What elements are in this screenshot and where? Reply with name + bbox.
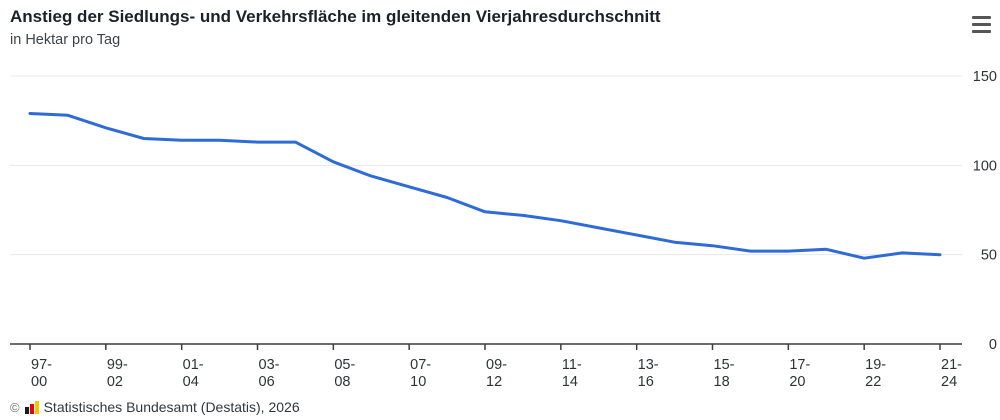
x-tick-label: 24 [941,374,957,390]
x-tick-label: 15- [714,357,735,373]
x-tick-label: 19- [865,357,886,373]
source-text: Statistisches Bundesamt (Destatis), 2026 [43,399,300,415]
x-tick-label: 04 [183,374,199,390]
y-tick-label: 150 [973,69,997,85]
x-tick-label: 11- [562,357,582,373]
x-tick-label: 99- [107,357,128,373]
hamburger-icon [972,22,991,26]
hamburger-icon [972,15,991,19]
x-tick-label: 14 [562,374,578,390]
x-tick-label: 02 [107,374,123,390]
copyright-symbol: © [10,399,20,415]
source-attribution: © Statistisches Bundesamt (Destatis), 20… [10,399,300,415]
chart-header: Anstieg der Siedlungs- und Verkehrsfläch… [10,6,661,48]
x-tick-label: 20 [789,374,805,390]
hamburger-icon [972,29,991,33]
x-tick-label: 06 [259,374,275,390]
x-tick-label: 07- [410,357,431,373]
chart-subtitle: in Hektar pro Tag [10,32,121,48]
x-tick-label: 12 [486,374,502,390]
x-tick-label: 03- [259,357,280,373]
x-tick-label: 97- [31,357,52,373]
page-title: Anstieg der Siedlungs- und Verkehrsfläch… [10,7,661,26]
x-tick-label: 05- [334,357,355,373]
y-tick-label: 50 [981,248,997,264]
x-tick-label: 10 [410,374,426,390]
x-tick-label: 21- [941,357,962,373]
x-tick-label: 09- [486,357,507,373]
x-tick-label: 13- [638,357,659,373]
menu-button[interactable] [968,10,996,38]
x-tick-label: 00 [31,374,47,390]
x-tick-label: 16 [638,374,654,390]
data-line [28,112,942,260]
destatis-logo-icon [24,400,39,414]
x-tick-label: 01- [183,357,204,373]
y-tick-label: 100 [973,158,997,174]
y-tick-label: 0 [989,337,997,353]
x-tick-label: 22 [865,374,881,390]
x-tick-label: 17- [789,357,810,373]
x-tick-label: 08 [334,374,350,390]
x-tick-label: 18 [714,374,730,390]
